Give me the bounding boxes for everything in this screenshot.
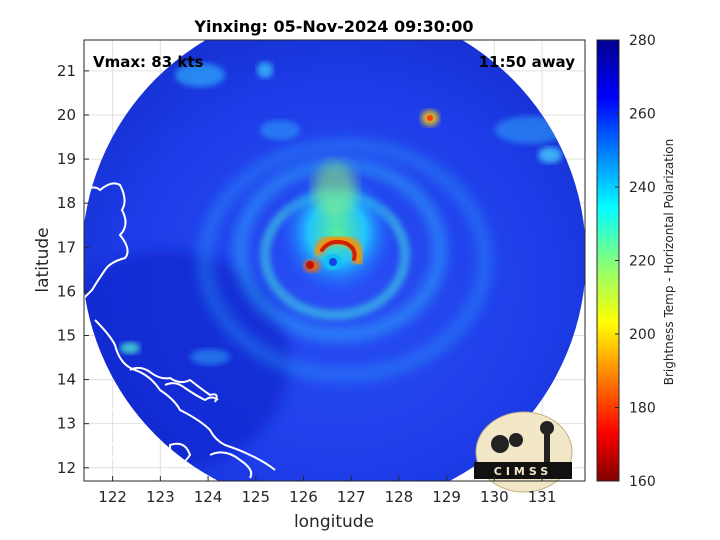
cimss-logo-text: CIMSS (494, 465, 552, 478)
colorbar-tick-label: 240 (629, 180, 656, 196)
colorbar-label: Brightness Temp - Horizontal Polarizatio… (662, 139, 676, 386)
vmax-annotation: Vmax: 83 kts (93, 53, 203, 71)
y-tick-label: 18 (57, 194, 76, 212)
y-axis-label: latitude (33, 227, 53, 292)
x-axis-ticks: 122 123 124 125 126 127 128 129 130 131 (98, 476, 556, 506)
colorbar-ticks: 160 180 200 220 240 260 280 (615, 33, 656, 490)
colorbar-tick-label: 280 (629, 33, 656, 49)
colorbar-tick-label: 160 (629, 474, 656, 490)
y-tick-label: 21 (57, 62, 76, 80)
x-axis-label: longitude (294, 512, 374, 532)
x-tick-label: 128 (385, 488, 414, 506)
time-away-annotation: 11:50 away (479, 53, 576, 71)
y-tick-label: 19 (57, 150, 76, 168)
chart-title: Yinxing: 05-Nov-2024 09:30:00 (193, 17, 473, 36)
coastline (84, 154, 276, 479)
cimss-logo: CIMSS (474, 411, 573, 493)
y-tick-label: 12 (57, 459, 76, 477)
colorbar-tick-label: 220 (629, 254, 656, 270)
y-tick-label: 14 (57, 371, 76, 389)
x-tick-label: 127 (337, 488, 366, 506)
x-tick-label: 123 (146, 488, 175, 506)
x-tick-label: 126 (289, 488, 318, 506)
y-tick-label: 17 (57, 238, 76, 256)
x-tick-label: 131 (528, 488, 557, 506)
x-tick-label: 124 (194, 488, 223, 506)
x-tick-label: 125 (241, 488, 270, 506)
colorbar-tick-label: 200 (629, 327, 656, 343)
y-tick-label: 20 (57, 106, 76, 124)
y-axis-ticks: 12 13 14 15 16 17 18 19 20 21 (57, 62, 89, 477)
x-tick-label: 129 (432, 488, 461, 506)
axes-frame (83, 39, 586, 482)
colorbar-tick-label: 180 (629, 401, 656, 417)
microwave-swath-image (84, 40, 585, 481)
x-tick-label: 122 (98, 488, 127, 506)
y-tick-label: 16 (57, 282, 76, 300)
y-tick-label: 13 (57, 415, 76, 433)
colorbar-tick-label: 260 (629, 107, 656, 123)
x-tick-label: 130 (480, 488, 509, 506)
y-tick-label: 15 (57, 326, 76, 344)
